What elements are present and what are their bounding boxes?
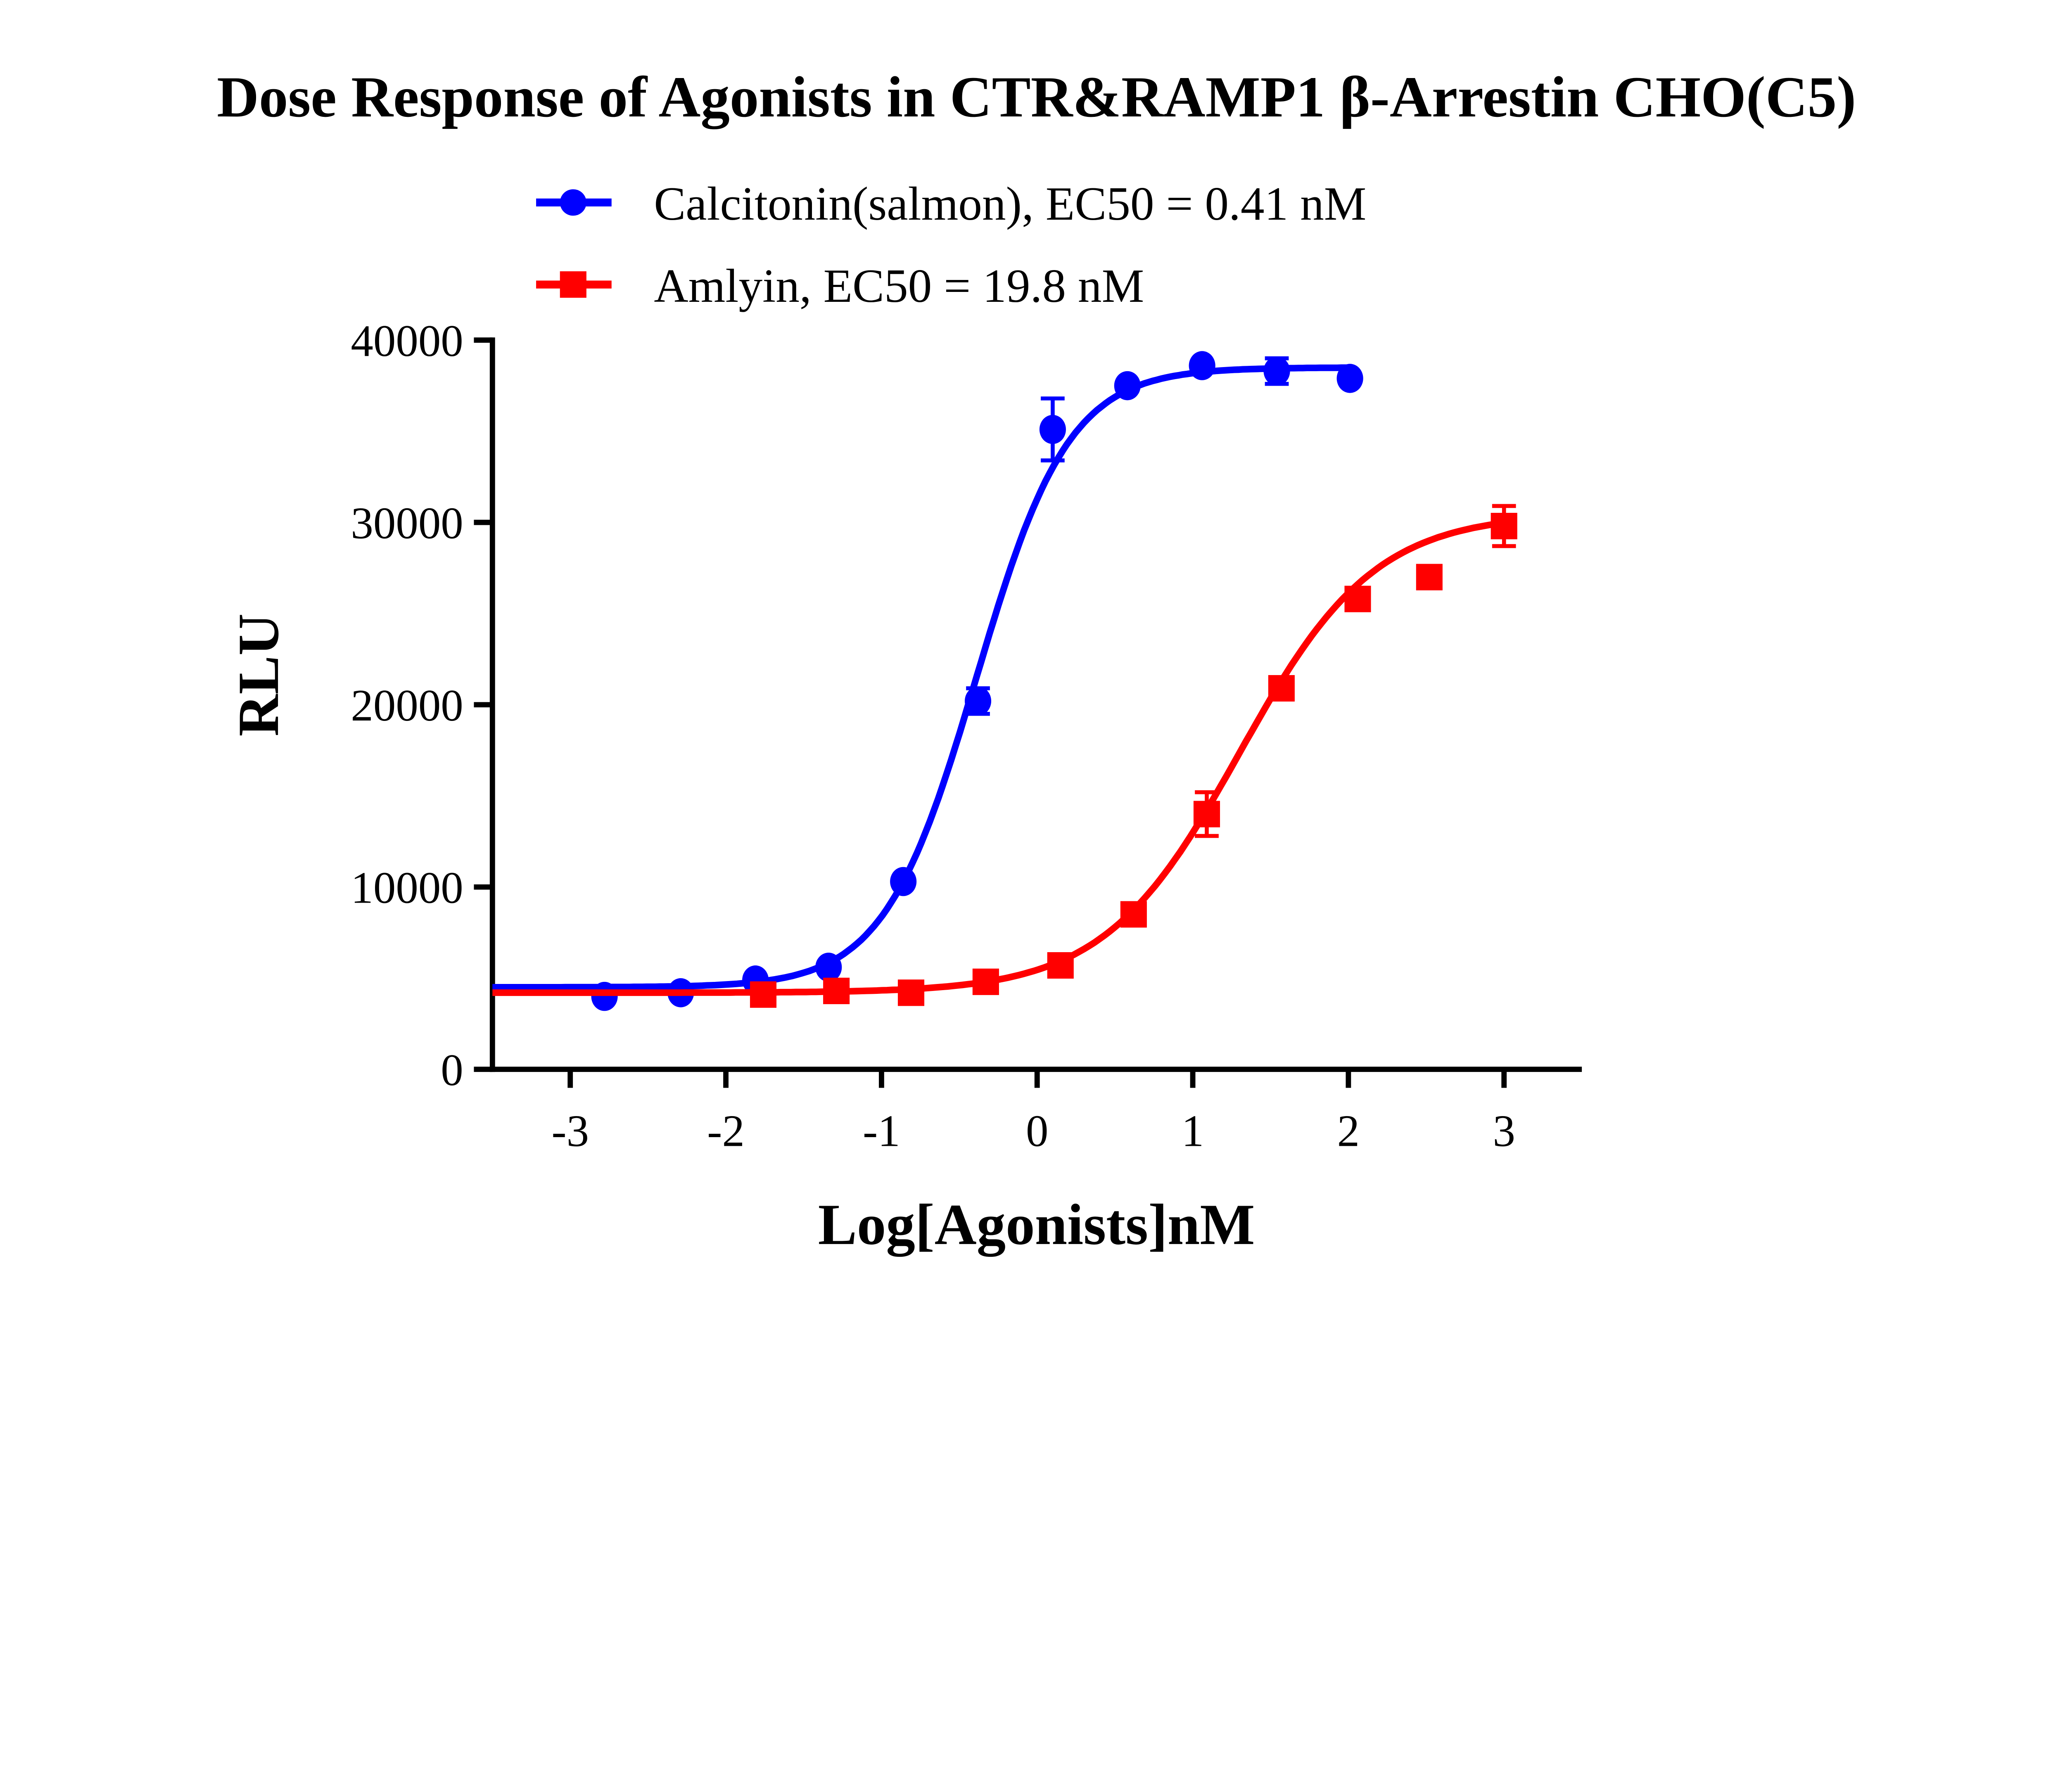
data-point [1416, 564, 1443, 590]
y-tick-label: 30000 [351, 498, 463, 548]
x-tick-label: -3 [551, 1106, 589, 1156]
y-tick-label: 10000 [351, 863, 463, 913]
data-point [1268, 675, 1295, 702]
legend-label: Calcitonin(salmon), EC50 = 0.41 nM [654, 177, 1366, 230]
plot-area [492, 351, 1517, 1011]
x-axis-label: Log[Agonists]nM [818, 1192, 1255, 1257]
x-tick-label: -1 [863, 1106, 900, 1156]
data-point [964, 686, 992, 716]
data-point [750, 981, 777, 1008]
x-tick-label: -2 [707, 1106, 745, 1156]
dose-response-chart: Dose Response of Agonists in CTR&RAMP1 β… [217, 64, 1856, 1257]
data-point [815, 953, 842, 982]
data-point [1193, 801, 1220, 827]
data-point [1047, 952, 1074, 979]
x-tick-label: 0 [1026, 1106, 1048, 1156]
axes: 0 10000 20000 30000 40000 -3 -2 -1 0 1 2 3 [351, 316, 1582, 1156]
data-point [890, 867, 917, 896]
legend-marker-square [560, 271, 586, 298]
data-point [1263, 356, 1290, 386]
chart-title: Dose Response of Agonists in CTR&RAMP1 β… [217, 64, 1856, 129]
data-point [1491, 513, 1517, 540]
x-tick-label: 3 [1493, 1106, 1515, 1156]
y-tick-label: 20000 [351, 680, 463, 730]
series-amlyin [492, 504, 1517, 1008]
x-tick-label: 2 [1337, 1106, 1360, 1156]
data-point [897, 979, 925, 1006]
data-point [1336, 364, 1363, 393]
data-point [1344, 585, 1371, 612]
series-calcitonin [492, 351, 1363, 1011]
data-point [591, 981, 618, 1011]
y-tick-label: 40000 [351, 316, 463, 366]
legend-marker-circle [560, 189, 586, 216]
data-point [1039, 415, 1066, 444]
legend-label: Amlyin, EC50 = 19.8 nM [654, 259, 1144, 312]
fit-curve [492, 364, 1350, 991]
data-point [823, 977, 850, 1004]
data-point [1120, 901, 1147, 928]
y-axis-label: RLU [226, 614, 291, 737]
data-point [1114, 371, 1141, 401]
legend: Calcitonin(salmon), EC50 = 0.41 nM Amlyin… [536, 177, 1366, 312]
data-point [972, 968, 999, 995]
data-point [1189, 351, 1215, 380]
y-tick-label: 0 [441, 1045, 463, 1095]
x-tick-label: 1 [1182, 1106, 1204, 1156]
